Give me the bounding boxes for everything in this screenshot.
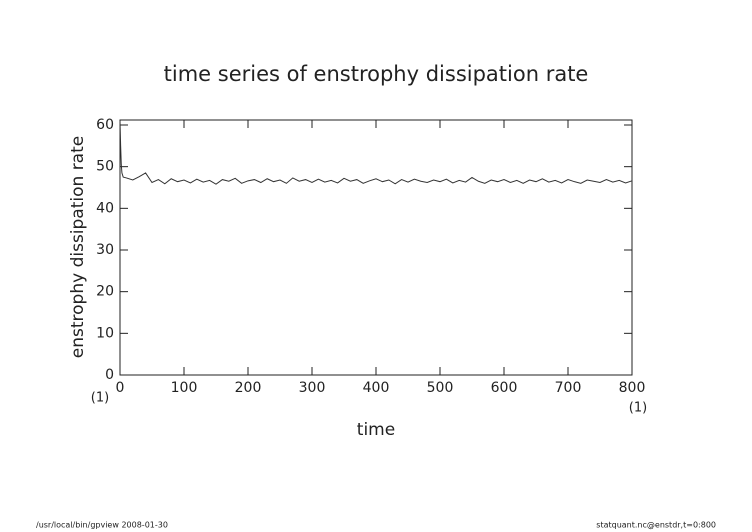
y-tick-label: 30 (96, 242, 114, 258)
x-tick-label: 0 (116, 380, 125, 396)
unit-note: (1) (91, 391, 109, 406)
y-tick-label: 10 (96, 325, 114, 341)
x-tick-label: 200 (235, 380, 262, 396)
x-tick-label: 400 (363, 380, 390, 396)
x-tick-label: 700 (555, 380, 582, 396)
footer-left: /usr/local/bin/gpview 2008-01-30 (36, 521, 168, 530)
y-tick-label: 50 (96, 159, 114, 175)
y-axis-label: enstrophy dissipation rate (68, 136, 88, 358)
x-tick-label: 800 (619, 380, 646, 396)
footer-right: statquant.nc@enstdr,t=0:800 (596, 521, 716, 530)
y-tick-label: 40 (96, 200, 114, 216)
chart-title: time series of enstrophy dissipation rat… (164, 62, 589, 86)
unit-note: (1) (629, 401, 647, 416)
x-tick-label: 100 (171, 380, 198, 396)
y-tick-label: 20 (96, 284, 114, 300)
x-tick-label: 600 (491, 380, 518, 396)
x-axis-label: time (357, 420, 395, 440)
data-line (119, 120, 633, 185)
x-tick-label: 500 (427, 380, 454, 396)
plot-frame (119, 119, 633, 376)
y-tick-label: 0 (105, 367, 114, 383)
x-tick-label: 300 (299, 380, 326, 396)
y-tick-label: 60 (96, 117, 114, 133)
